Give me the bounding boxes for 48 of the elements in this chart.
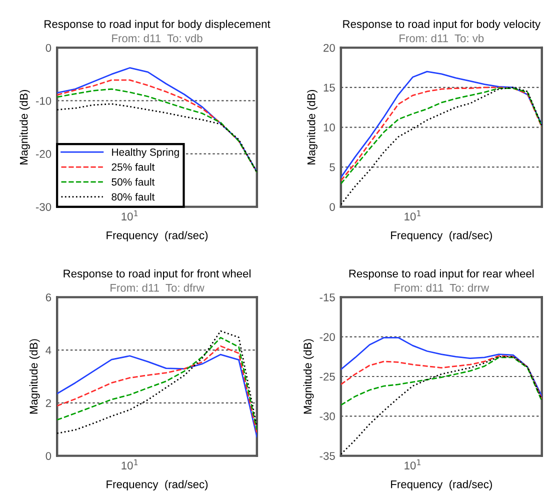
line-series	[340, 70, 542, 178]
y-tick-label: -20	[320, 333, 335, 341]
line-series	[57, 103, 257, 174]
x-tick-label: 10$^{1}$	[404, 459, 420, 470]
chart-title: Response to road input for body velocity	[343, 20, 541, 30]
y-tick-label: 4	[46, 346, 52, 354]
chart-subtitle: From: d11 To: drrw	[394, 284, 490, 292]
y-tick-label: 5	[330, 163, 335, 172]
legend-label: 25% fault	[112, 163, 155, 171]
y-tick-label: -35	[320, 452, 335, 460]
y-tick-label: -25	[320, 372, 335, 381]
x-axis-title: Frequency (rad/sec)	[391, 480, 492, 490]
y-tick-label: 15	[324, 84, 335, 92]
y-tick-label: -20	[36, 150, 52, 158]
x-tick-label: 10$^{1}$	[122, 459, 138, 470]
y-axis-title: Magnitude (dB)	[20, 90, 30, 164]
legend-label: 80% fault	[112, 192, 155, 201]
y-tick-label: 0	[330, 203, 335, 211]
y-axis-title: Magnitude (dB)	[29, 339, 40, 414]
chart-subtitle: From: d11 To: vb	[400, 34, 484, 42]
y-tick-label: -10	[36, 97, 52, 105]
y-axis-title: Magnitude (dB)	[307, 90, 318, 164]
y-tick-label: -30	[320, 412, 335, 420]
y-tick-label: 20	[324, 44, 335, 52]
line-series	[340, 86, 542, 206]
y-tick-label: -15	[320, 294, 335, 302]
line-series	[340, 336, 542, 398]
x-tick-label: 10$^{1}$	[122, 210, 138, 220]
chart-subtitle: From: d11 To: dfrw	[110, 284, 204, 292]
x-axis-title: Frequency (rad/sec)	[106, 231, 208, 242]
y-tick-label: 2	[46, 399, 51, 407]
x-axis-title: Frequency (rad/sec)	[391, 231, 492, 242]
legend-label: 50% fault	[112, 178, 155, 186]
x-axis-title: Frequency (rad/sec)	[106, 480, 208, 490]
y-tick-label: 10	[324, 124, 335, 132]
y-tick-label: -30	[36, 203, 52, 211]
line-series	[340, 355, 542, 400]
line-series	[340, 356, 542, 406]
chart-title: Response to road input for front wheel	[64, 269, 250, 280]
chart-title: Response to road input for body displecement	[44, 20, 270, 30]
legend-label: Healthy Spring	[112, 148, 179, 158]
y-tick-label: 6	[46, 293, 52, 302]
y-axis-title: Magnitude (dB)	[303, 339, 314, 414]
chart-title: Response to road input for rear wheel	[349, 269, 534, 280]
chart-subtitle: From: d11 To: vdb	[112, 34, 202, 42]
y-tick-label: 0	[46, 44, 52, 52]
x-tick-label: 10$^{1}$	[404, 210, 420, 220]
y-tick-label: 0	[46, 452, 52, 460]
